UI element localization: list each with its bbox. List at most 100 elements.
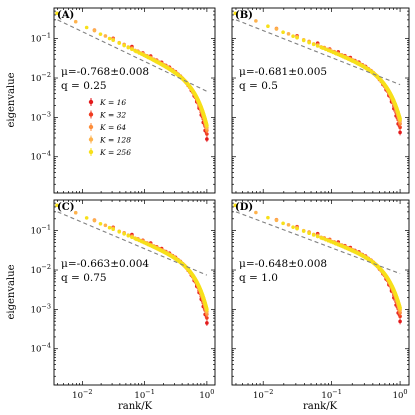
legend-marker [88,137,94,142]
q-annotation: q = 0.25 [61,80,107,92]
data-point [266,215,270,220]
data-point [315,44,320,48]
data-point [301,38,306,43]
data-point [111,227,115,232]
data-point [301,229,306,233]
q-annotation: q = 0.75 [61,272,107,284]
x-axis-label-left: rank/K [118,401,153,412]
data-point [126,45,131,50]
axes-frame [231,7,410,194]
data-point [311,233,316,237]
x-tick-label: 100 [393,388,408,401]
series-K16 [130,44,209,143]
x-axis [57,8,208,193]
x-axis: 10−2 10−1 100 [235,200,408,401]
data-point [233,203,238,208]
x-tick-label: 100 [199,388,214,401]
data-point [117,41,122,45]
x-tick-label: 10−2 [72,388,92,401]
legend-label: K = 64 [99,123,126,132]
data-point [307,231,311,236]
y-axis: 10−4 10−3 10−2 10−1 [31,202,215,377]
data-point [98,32,103,36]
y-tick-label: 10−2 [31,263,51,276]
panel-c: 10−2 10−1 100 10−4 10−3 10−2 10−1 (C) μ=-0.663±0… [31,199,216,401]
x-tick-label: 10−1 [134,388,154,401]
plot-area [55,203,209,326]
series-K32 [295,224,402,320]
data-point [323,237,328,242]
data-point [107,225,112,230]
data-point [266,24,270,29]
data-point [84,216,89,220]
data-point [103,223,108,228]
legend-label: K = 32 [99,111,126,120]
plot-area [233,11,402,136]
fit-line [57,211,208,276]
data-point [134,49,139,54]
series-K32 [111,225,209,321]
data-point [130,235,134,240]
legend: K = 16 K = 32 K = 64 K = 128 K = 256 [88,98,131,157]
panel-label: (D) [235,202,253,213]
data-point [134,237,139,242]
data-point [254,19,258,23]
data-point [55,11,59,16]
data-point [117,230,122,234]
data-point [320,236,325,241]
data-point [122,232,126,236]
x-axis-label-right: rank/K [303,401,338,412]
y-axis [232,202,409,377]
y-axis-label-top: eigenvalue [6,72,17,127]
data-point [233,11,238,16]
data-point [126,233,131,238]
panel-label: (A) [57,10,74,21]
x-axis [235,8,401,193]
data-point [295,226,299,231]
series-K32 [111,36,209,138]
axes-frame [231,199,410,386]
data-point [274,218,279,223]
series-K256 [55,11,209,129]
data-point [84,25,89,30]
axes-frame [53,199,216,386]
panel-d: 10−2 10−1 100 (D) μ=-0.648±0.008 q = 1.0 [231,199,410,401]
data-point [103,34,108,38]
legend-marker [88,112,94,117]
data-point [307,40,311,45]
data-point [73,210,78,215]
data-point [281,221,285,226]
data-point [323,47,328,52]
plot-area [233,203,402,325]
data-point [92,218,97,223]
panel-label: (C) [57,202,74,213]
y-axis: 10−4 10−3 10−2 10−1 [31,10,215,185]
data-point [111,38,115,43]
data-point [55,203,59,208]
fit-line [235,19,401,86]
data-point [291,34,295,38]
panel-b: (B) μ=-0.681±0.005 q = 0.5 [231,7,410,194]
y-tick-label: 10−4 [31,342,51,355]
data-point [107,36,112,41]
y-tick-label: 10−1 [31,224,51,237]
plot-area [55,11,209,143]
x-tick-label: 10−1 [321,388,341,401]
series-K256 [55,203,209,313]
y-tick-label: 10−4 [31,150,51,163]
data-point [92,28,97,33]
data-point [315,234,320,239]
legend-marker [88,149,94,155]
legend-marker [88,124,94,130]
mu-annotation: μ=-0.681±0.005 [239,66,327,78]
mu-annotation: μ=-0.663±0.004 [61,258,149,270]
data-point [286,32,291,36]
y-tick-label: 10−3 [31,302,51,315]
data-point [281,30,285,35]
series-K32 [295,33,402,131]
data-point [291,225,295,229]
legend-label: K = 16 [99,98,126,107]
data-point [311,42,316,47]
legend-label: K = 128 [99,136,131,145]
